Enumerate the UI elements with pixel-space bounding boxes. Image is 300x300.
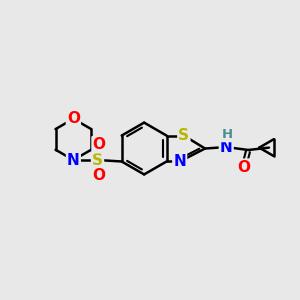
Text: O: O [67,111,80,126]
Text: S: S [92,152,103,167]
Text: N: N [67,152,80,167]
Text: O: O [237,160,250,175]
Text: H: H [222,128,233,141]
Text: O: O [92,168,106,183]
Text: S: S [178,128,189,143]
Text: N: N [173,154,186,169]
Text: O: O [92,137,106,152]
Text: N: N [220,140,233,154]
